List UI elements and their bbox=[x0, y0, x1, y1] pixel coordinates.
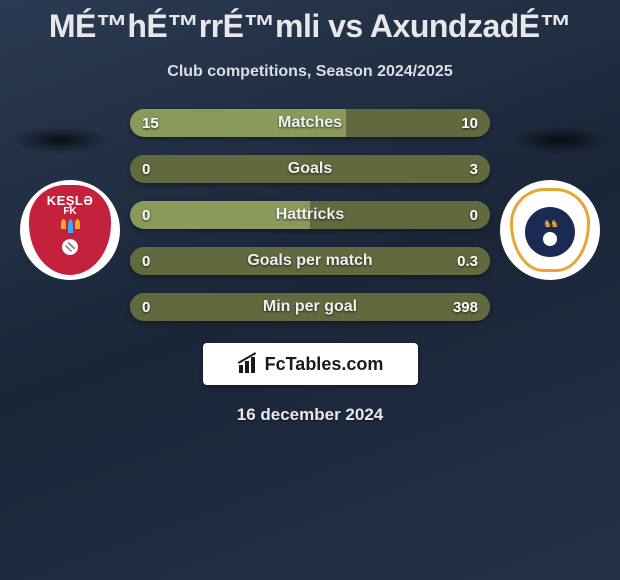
stat-bar: 15Matches10 bbox=[130, 109, 490, 137]
chart-icon bbox=[237, 355, 259, 373]
page-title: MÉ™hÉ™rrÉ™mli vs AxundzadÉ™ bbox=[0, 0, 620, 45]
kesla-crest: KEŞLƏ FK bbox=[29, 185, 111, 275]
bar-label: Matches bbox=[130, 114, 490, 132]
bar-label: Goals per match bbox=[130, 252, 490, 270]
qarabag-crest: ♞♞ bbox=[510, 188, 590, 272]
stat-bar: 0Goals3 bbox=[130, 155, 490, 183]
bar-value-right: 0.3 bbox=[457, 253, 478, 270]
kesla-sub: FK bbox=[63, 206, 76, 217]
kesla-flame-icon bbox=[58, 219, 82, 235]
brand-box[interactable]: FcTables.com bbox=[203, 343, 418, 385]
stat-bar: 0Goals per match0.3 bbox=[130, 247, 490, 275]
team-right-badge: ♞♞ bbox=[500, 180, 600, 280]
stats-bars: 15Matches100Goals30Hattricks00Goals per … bbox=[130, 109, 490, 321]
bar-label: Min per goal bbox=[130, 298, 490, 316]
ball-icon bbox=[62, 239, 78, 255]
bar-value-right: 398 bbox=[453, 299, 478, 316]
bar-value-right: 10 bbox=[461, 115, 478, 132]
page-subtitle: Club competitions, Season 2024/2025 bbox=[0, 63, 620, 81]
qarabag-inner: ♞♞ bbox=[525, 207, 575, 257]
team-left-badge: KEŞLƏ FK bbox=[20, 180, 120, 280]
shadow-right bbox=[510, 126, 610, 154]
ball-icon bbox=[543, 232, 557, 246]
stat-bar: 0Hattricks0 bbox=[130, 201, 490, 229]
date-text: 16 december 2024 bbox=[0, 405, 620, 425]
bar-label: Goals bbox=[130, 160, 490, 178]
brand-text: FcTables.com bbox=[265, 354, 384, 375]
bar-value-right: 0 bbox=[470, 207, 478, 224]
bar-label: Hattricks bbox=[130, 206, 490, 224]
shadow-left bbox=[10, 126, 110, 154]
stat-bar: 0Min per goal398 bbox=[130, 293, 490, 321]
horses-icon: ♞♞ bbox=[543, 219, 557, 230]
bar-value-right: 3 bbox=[470, 161, 478, 178]
